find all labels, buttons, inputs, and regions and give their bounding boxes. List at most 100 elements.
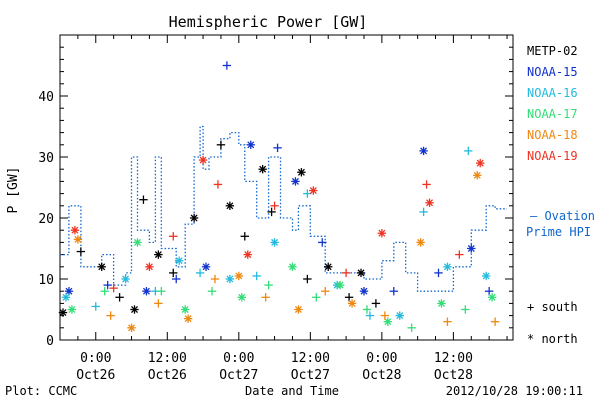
noaa-15-north-point [359, 287, 369, 296]
marker-stroke [259, 165, 267, 173]
noaa-16-north-point [395, 311, 404, 320]
marker-stroke [357, 269, 365, 277]
noaa-16-south-point [91, 302, 100, 311]
marker-stroke [482, 272, 490, 280]
marker-stroke [199, 156, 207, 164]
noaa-15-south-point [222, 61, 232, 70]
noaa-17-north-point [133, 238, 142, 247]
noaa-19-south-point [109, 283, 118, 293]
noaa-19-north-point [243, 250, 252, 259]
noaa-17-south-point [407, 323, 416, 332]
noaa-16-south-point [419, 207, 428, 217]
y-axis-label: P [GW] [6, 167, 21, 214]
metp-02-north-point [297, 168, 306, 177]
metp-02-north-point [356, 268, 366, 278]
legend-noaa-18: NOAA-18 [527, 128, 578, 142]
noaa-19-north-point [377, 229, 387, 238]
noaa-17-north-point [67, 305, 77, 314]
marker-stroke [309, 187, 317, 195]
noaa-16-south-point [365, 311, 375, 320]
marker-stroke [244, 251, 252, 259]
marker-stroke [360, 287, 368, 295]
noaa-17-north-point [335, 280, 345, 290]
noaa-19-north-point [70, 226, 80, 235]
marker-stroke [226, 275, 234, 283]
marker-stroke [184, 315, 192, 323]
marker-stroke [128, 324, 136, 332]
marker-stroke [238, 293, 246, 301]
noaa-18-south-point [106, 311, 115, 320]
marker-stroke [62, 293, 70, 301]
marker-stroke [154, 251, 162, 259]
noaa-18-north-point [416, 238, 425, 247]
marker-stroke [336, 281, 344, 289]
noaa-15-south-point [434, 268, 443, 278]
marker-stroke [190, 214, 198, 222]
noaa-16-north-point [481, 271, 491, 281]
marker-stroke [420, 147, 428, 155]
noaa-17-south-point [157, 287, 166, 296]
marker-stroke [74, 235, 82, 243]
metp-02-south-point [267, 207, 276, 217]
marker-stroke [473, 171, 481, 179]
noaa-17-south-point [312, 293, 321, 302]
x-tick-date: Oct28 [434, 368, 473, 383]
marker-stroke [291, 177, 299, 185]
marker-stroke [294, 306, 302, 313]
marker-stroke [71, 226, 79, 234]
metp-02-south-point [303, 274, 312, 284]
metp-02-north-point [154, 250, 163, 259]
noaa-19-south-point [270, 201, 279, 210]
metp-02-north-point [130, 305, 139, 314]
noaa-19-north-point [425, 198, 434, 207]
noaa-16-south-point [303, 189, 312, 198]
noaa-15-north-point [246, 140, 255, 149]
marker-stroke [142, 287, 150, 295]
noaa-18-south-point [380, 311, 390, 320]
noaa-16-south-point [252, 271, 261, 281]
noaa-15-north-point [291, 177, 300, 186]
marker-stroke [122, 275, 130, 283]
noaa-16-north-point [121, 274, 130, 284]
x-tick-date: Oct27 [219, 368, 258, 383]
metp-02-south-point [139, 195, 148, 204]
noaa-18-south-point [443, 317, 452, 326]
y-tick-label: 0 [46, 334, 54, 349]
marker-stroke [175, 257, 183, 265]
legend-north: * north [527, 332, 578, 346]
noaa-17-north-point [437, 299, 446, 308]
noaa-16-north-point [443, 262, 452, 271]
legend-noaa-15: NOAA-15 [527, 65, 578, 79]
plot-area: 0 10 20 30 40 0:00 Oct26 12:00 Oct26 0:00 Oct27 12… [38, 34, 514, 383]
noaa-17-south-point [207, 287, 217, 296]
chart-title: Hemispheric Power [GW] [169, 13, 368, 31]
marker-stroke [348, 299, 356, 307]
noaa-19-north-point [198, 155, 208, 165]
noaa-19-north-point [476, 158, 485, 168]
noaa-16-north-point [175, 256, 184, 265]
noaa-15-south-point [273, 143, 282, 153]
legend-south: + south [527, 300, 578, 314]
noaa-18-north-point [234, 271, 244, 281]
y-tick-label: 20 [38, 212, 54, 227]
legend-noaa-19: NOAA-19 [527, 149, 578, 163]
x-tick-time: 0:00 [366, 351, 397, 366]
noaa-15-south-point [389, 287, 398, 296]
marker-stroke [378, 229, 386, 237]
marker-stroke [467, 245, 475, 252]
noaa-18-north-point [73, 235, 83, 244]
metp-02-south-point [76, 247, 86, 256]
metp-02-north-point [225, 201, 235, 210]
marker-stroke [202, 263, 210, 271]
x-tick-date: Oct26 [148, 368, 187, 383]
marker-stroke [59, 309, 67, 317]
noaa-17-north-point [288, 262, 297, 271]
ovation-legend: – Ovation Prime HPI [526, 209, 595, 239]
noaa-16-north-point [270, 238, 279, 247]
marker-stroke [288, 263, 296, 271]
metp-02-south-point [115, 293, 124, 302]
x-tick-time: 0:00 [80, 351, 111, 366]
noaa-18-south-point [154, 299, 163, 308]
noaa-19-south-point [422, 180, 431, 189]
